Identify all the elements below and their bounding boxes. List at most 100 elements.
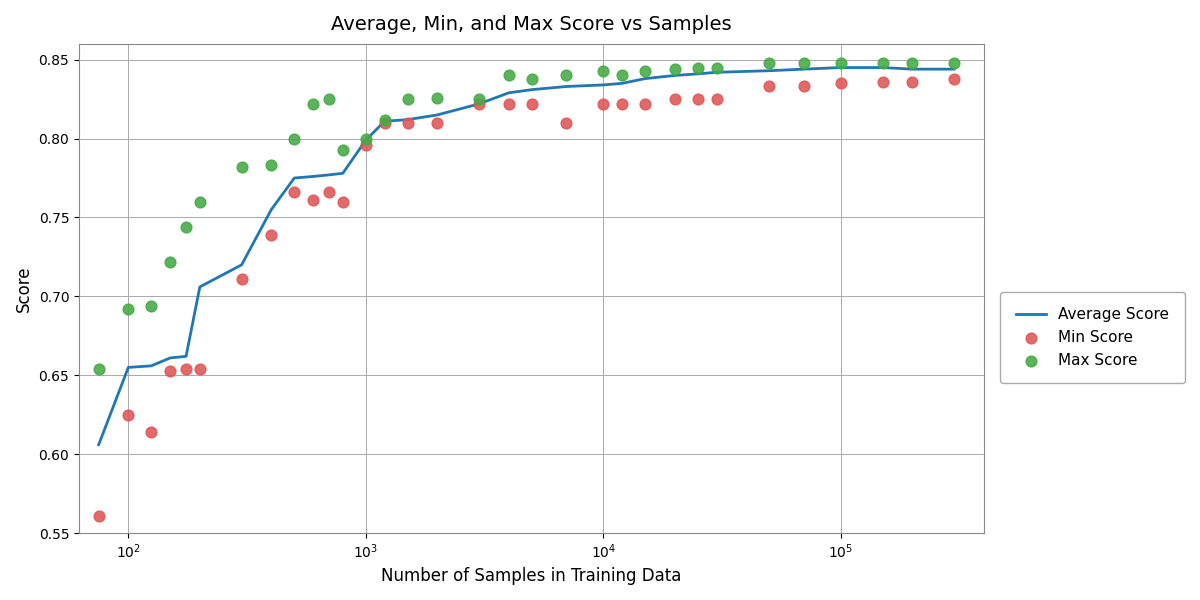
Max Score <box>142 301 161 311</box>
Average Score <box>472 100 486 107</box>
Min Score <box>636 99 655 109</box>
Max Score <box>376 115 395 124</box>
Max Score <box>191 197 210 206</box>
Min Score <box>594 99 613 109</box>
Average Score <box>614 80 629 87</box>
Min Score <box>376 118 395 128</box>
Average Score <box>163 355 178 362</box>
Min Score <box>707 94 726 104</box>
Average Score <box>875 64 889 71</box>
Min Score <box>760 82 779 91</box>
Max Score <box>284 134 304 143</box>
Max Score <box>688 63 707 73</box>
Max Score <box>902 58 922 68</box>
Max Score <box>161 257 180 266</box>
Min Score <box>356 140 376 149</box>
Max Score <box>665 64 684 74</box>
Min Score <box>232 274 251 284</box>
Max Score <box>398 94 418 104</box>
Y-axis label: Score: Score <box>14 265 32 312</box>
Average Score <box>947 65 961 73</box>
Min Score <box>262 230 281 239</box>
Average Score <box>502 89 516 97</box>
Max Score <box>119 304 138 314</box>
Max Score <box>832 58 851 68</box>
Min Score <box>665 94 684 104</box>
Min Score <box>119 410 138 419</box>
Max Score <box>334 145 353 154</box>
Min Score <box>89 511 108 521</box>
Min Score <box>304 196 323 205</box>
Average Score <box>524 86 539 93</box>
Min Score <box>944 74 964 83</box>
Min Score <box>688 94 707 104</box>
Min Score <box>191 364 210 374</box>
Average Score <box>91 441 106 448</box>
Average Score <box>287 175 301 182</box>
Max Score <box>944 58 964 68</box>
Average Score <box>144 362 158 370</box>
Min Score <box>832 79 851 88</box>
Average Score <box>193 283 208 290</box>
Max Score <box>262 161 281 170</box>
Average Score <box>709 68 724 76</box>
Min Score <box>794 82 814 91</box>
Average Score <box>378 118 392 125</box>
Average Score <box>834 64 848 71</box>
Max Score <box>89 364 108 374</box>
Max Score <box>469 94 488 104</box>
Min Score <box>469 99 488 109</box>
Average Score <box>401 116 415 123</box>
X-axis label: Number of Samples in Training Data: Number of Samples in Training Data <box>382 567 682 585</box>
Max Score <box>356 134 376 143</box>
Max Score <box>522 74 541 83</box>
Max Score <box>319 94 338 104</box>
Average Score <box>797 65 811 73</box>
Average Score <box>667 72 682 79</box>
Average Score <box>121 364 136 371</box>
Max Score <box>499 71 518 80</box>
Min Score <box>557 118 576 128</box>
Min Score <box>334 197 353 206</box>
Average Score <box>596 82 611 89</box>
Average Score <box>690 70 704 77</box>
Min Score <box>427 118 446 128</box>
Min Score <box>499 99 518 109</box>
Average Score <box>306 173 320 180</box>
Min Score <box>902 77 922 86</box>
Max Score <box>636 66 655 76</box>
Average Score <box>322 171 336 178</box>
Max Score <box>612 71 631 80</box>
Average Score <box>905 65 919 73</box>
Max Score <box>794 58 814 68</box>
Average Score <box>179 353 193 360</box>
Average Score <box>430 112 444 119</box>
Max Score <box>176 222 196 232</box>
Max Score <box>594 66 613 76</box>
Max Score <box>427 93 446 103</box>
Min Score <box>398 118 418 128</box>
Average Score <box>638 75 653 82</box>
Max Score <box>304 99 323 109</box>
Title: Average, Min, and Max Score vs Samples: Average, Min, and Max Score vs Samples <box>331 15 732 34</box>
Min Score <box>872 77 892 86</box>
Average Score <box>234 261 248 268</box>
Min Score <box>142 427 161 437</box>
Average Score <box>264 206 278 213</box>
Max Score <box>872 58 892 68</box>
Average Score <box>336 170 350 177</box>
Legend: Average Score, Min Score, Max Score: Average Score, Min Score, Max Score <box>1001 292 1184 383</box>
Min Score <box>319 187 338 197</box>
Min Score <box>161 366 180 376</box>
Min Score <box>176 364 196 374</box>
Max Score <box>707 63 726 73</box>
Line: Average Score: Average Score <box>98 68 954 445</box>
Min Score <box>612 99 631 109</box>
Min Score <box>284 187 304 197</box>
Max Score <box>232 162 251 172</box>
Max Score <box>557 71 576 80</box>
Min Score <box>522 99 541 109</box>
Average Score <box>762 67 776 74</box>
Max Score <box>760 58 779 68</box>
Average Score <box>359 137 373 144</box>
